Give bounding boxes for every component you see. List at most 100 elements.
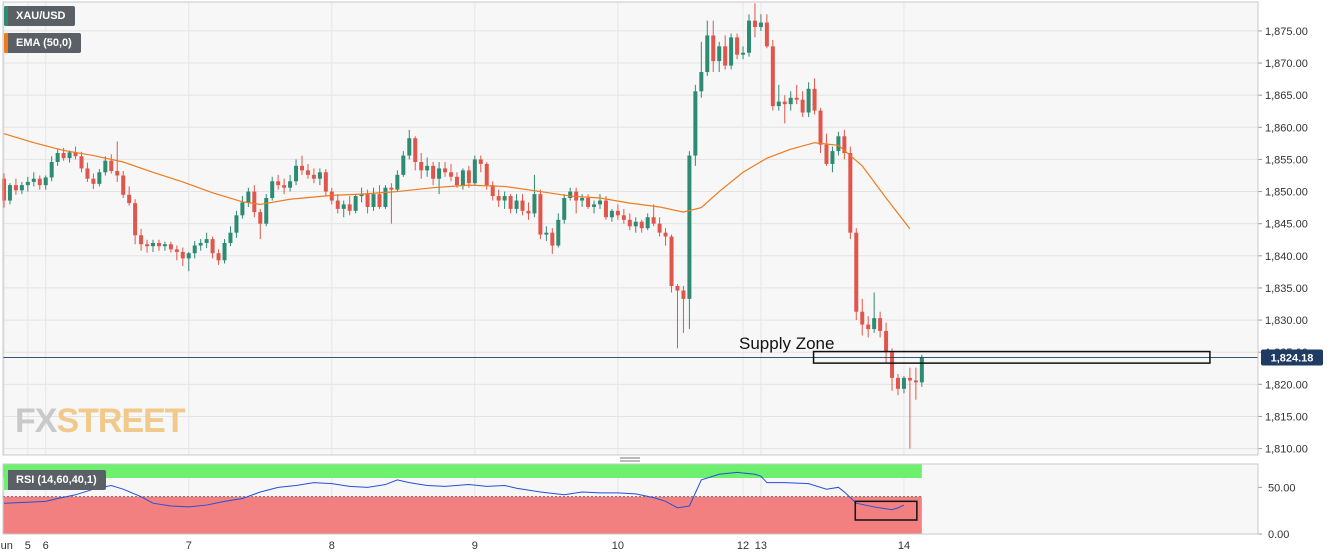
candle-down	[526, 210, 531, 214]
price-plot-area	[3, 2, 1258, 455]
candle-up	[7, 185, 12, 201]
time-tick-label: 6	[43, 540, 49, 552]
candle-up	[240, 202, 245, 216]
candle-up	[97, 172, 102, 184]
candle-down	[73, 152, 78, 157]
candle-up	[872, 318, 877, 330]
candle-down	[794, 97, 799, 100]
candle-down	[913, 380, 918, 383]
candle-up	[371, 194, 376, 207]
candle-up	[288, 181, 293, 188]
price-tick-label: 1,865.00	[1265, 90, 1308, 102]
candle-up	[514, 200, 519, 209]
candle-down	[13, 185, 18, 191]
candle-down	[550, 232, 555, 246]
candle-down	[907, 377, 912, 381]
candle-down	[711, 35, 716, 62]
candle-up	[103, 160, 108, 173]
candle-down	[377, 194, 382, 207]
time-tick-label: 10	[612, 540, 624, 552]
candle-down	[770, 46, 775, 107]
candle-down	[276, 181, 281, 186]
rsi-legend-badge[interactable]: RSI (14,60,40,1)	[4, 470, 106, 490]
candle-down	[890, 352, 895, 378]
candle-down	[258, 212, 263, 224]
candle-down	[675, 286, 680, 291]
candle-down	[520, 200, 525, 211]
candle-down	[37, 178, 42, 186]
candle-up	[359, 194, 364, 197]
symbol-legend-badge[interactable]: XAU/USD	[4, 6, 75, 26]
candle-down	[669, 236, 674, 287]
candle-down	[449, 172, 453, 177]
candle-down	[305, 170, 310, 175]
candle-up	[383, 187, 388, 207]
candle-up	[598, 200, 602, 205]
candle-up	[633, 221, 638, 227]
rsi-color-stripe	[4, 470, 8, 490]
candle-up	[186, 253, 191, 259]
candle-up	[836, 136, 841, 152]
ema-label: EMA (50,0)	[16, 37, 72, 49]
candle-up	[198, 242, 203, 246]
candle-up	[609, 210, 614, 218]
candle-down	[818, 110, 823, 145]
rsi-tick-label: 50.00	[1268, 482, 1296, 494]
candle-down	[663, 232, 668, 237]
candle-down	[848, 153, 853, 233]
price-tick-label: 1,870.00	[1265, 58, 1308, 70]
candle-up	[25, 181, 30, 186]
current-price-badge	[1261, 349, 1323, 366]
price-tick-label: 1,835.00	[1265, 283, 1308, 295]
candle-up	[317, 172, 322, 179]
candle-up	[919, 357, 924, 383]
candle-up	[234, 215, 239, 233]
candle-up	[437, 168, 442, 179]
candle-down	[860, 311, 865, 325]
candle-up	[19, 185, 24, 191]
candle-up	[401, 155, 406, 175]
candle-up	[788, 97, 793, 105]
candle-down	[723, 46, 728, 66]
candle-up	[204, 239, 209, 243]
symbol-label: XAU/USD	[16, 10, 66, 22]
candle-up	[162, 244, 167, 247]
candle-down	[603, 200, 608, 218]
candle-down	[443, 168, 448, 173]
candle-up	[425, 165, 430, 171]
candle-up	[407, 138, 412, 156]
candle-down	[180, 251, 185, 259]
candle-down	[329, 191, 334, 201]
candle-down	[61, 153, 66, 159]
candle-down	[812, 88, 817, 111]
candle-down	[79, 156, 84, 169]
watermark-part1: FX	[15, 402, 57, 440]
candle-up	[472, 159, 477, 184]
candle-up	[192, 245, 197, 254]
price-plot-border	[2, 1, 1259, 456]
price-tick-label: 1,860.00	[1265, 122, 1308, 134]
candle-up	[645, 217, 650, 229]
candle-up	[741, 52, 746, 55]
time-tick-label: Jun	[0, 540, 13, 552]
symbol-color-stripe	[4, 6, 8, 26]
rsi-tick-label: 0.00	[1268, 529, 1289, 541]
time-tick-label: 8	[329, 540, 335, 552]
candle-up	[264, 197, 269, 224]
rsi-line	[3, 471, 905, 511]
candle-down	[347, 204, 352, 211]
candle-down	[109, 160, 114, 171]
price-tick-label: 1,850.00	[1265, 187, 1308, 199]
time-tick-label: 12	[737, 540, 749, 552]
candle-down	[121, 175, 126, 195]
candle-down	[586, 197, 591, 207]
candle-down	[413, 138, 418, 162]
candle-down	[896, 377, 900, 389]
candle-up	[544, 232, 549, 235]
candle-down	[323, 172, 328, 192]
candle-up	[580, 197, 585, 201]
ema-50-line	[3, 133, 911, 230]
candle-down	[800, 99, 805, 113]
ema-legend-badge[interactable]: EMA (50,0)	[4, 33, 81, 53]
